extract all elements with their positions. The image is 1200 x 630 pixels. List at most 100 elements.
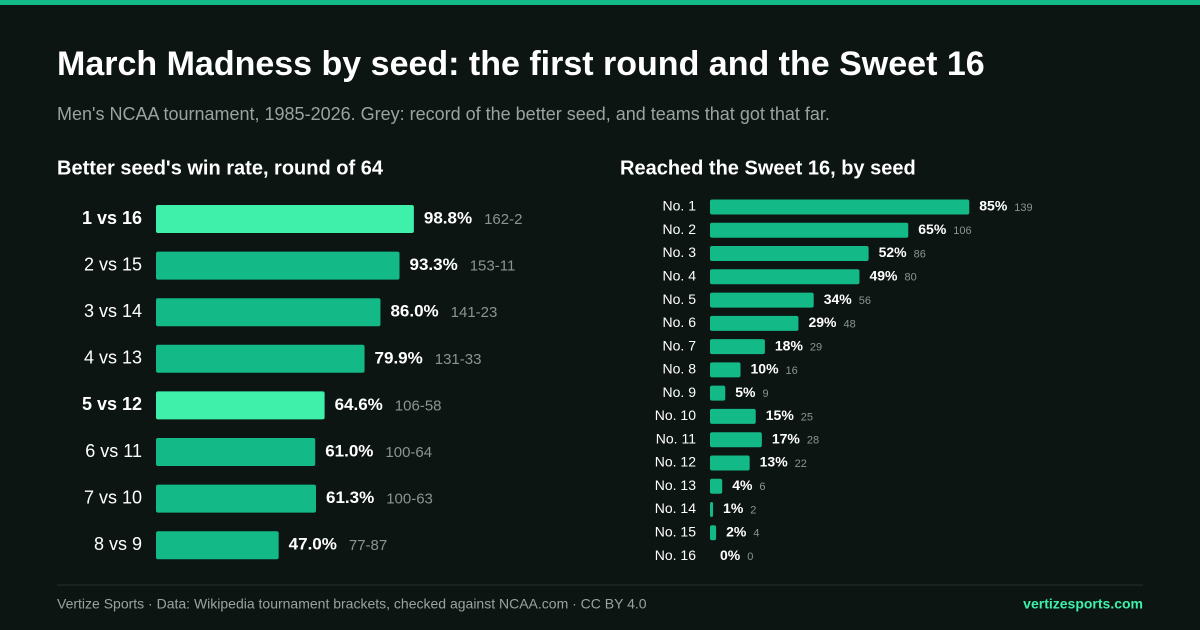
category-label: No. 4 <box>663 268 697 284</box>
bar <box>710 199 970 215</box>
bar <box>710 385 726 401</box>
value-label: 15% <box>766 407 795 423</box>
value-label: 85% <box>979 198 1008 214</box>
count-label: 80 <box>904 272 916 284</box>
category-label: No. 9 <box>663 384 697 400</box>
count-label: 6 <box>759 481 765 493</box>
bar <box>710 455 750 471</box>
category-label: 1 vs 16 <box>82 208 142 228</box>
count-label: 22 <box>795 458 807 470</box>
value-label: 10% <box>751 361 780 377</box>
record-label: 153-11 <box>470 258 516 275</box>
category-label: No. 5 <box>663 291 697 307</box>
category-label: No. 10 <box>655 407 696 423</box>
value-label: 2% <box>726 523 747 539</box>
category-label: 5 vs 12 <box>82 394 142 414</box>
bar <box>156 391 325 420</box>
chart-title: Better seed's win rate, round of 64 <box>57 157 384 179</box>
value-label: 86.0% <box>390 302 438 321</box>
top-accent <box>0 0 1200 5</box>
value-label: 47.0% <box>289 535 337 554</box>
value-label: 1% <box>723 500 744 516</box>
value-label: 0% <box>720 547 741 563</box>
value-label: 5% <box>735 384 756 400</box>
count-label: 139 <box>1014 202 1032 214</box>
footer-site[interactable]: vertizesports.com <box>1023 596 1143 612</box>
bar <box>156 251 400 280</box>
value-label: 13% <box>760 454 789 470</box>
record-label: 106-58 <box>395 397 442 414</box>
chart-title: Reached the Sweet 16, by seed <box>620 157 916 179</box>
category-label: No. 11 <box>656 430 696 446</box>
category-label: No. 14 <box>655 500 696 516</box>
count-label: 25 <box>801 411 813 423</box>
record-label: 131-33 <box>435 351 482 368</box>
bar <box>156 344 365 373</box>
bar <box>710 432 762 448</box>
record-label: 100-64 <box>385 444 432 461</box>
value-label: 49% <box>869 268 898 284</box>
count-label: 29 <box>810 342 822 354</box>
value-label: 18% <box>775 337 804 353</box>
bar <box>710 292 814 308</box>
category-label: 8 vs 9 <box>94 534 142 554</box>
subtitle: Men's NCAA tournament, 1985-2026. Grey: … <box>57 104 830 124</box>
category-label: No. 1 <box>663 198 697 214</box>
category-label: No. 2 <box>663 221 697 237</box>
bar <box>710 339 765 355</box>
category-label: No. 15 <box>655 523 696 539</box>
count-label: 106 <box>953 225 971 237</box>
record-label: 77-87 <box>349 537 387 554</box>
count-label: 0 <box>747 551 753 563</box>
bar <box>710 502 714 518</box>
count-label: 48 <box>843 318 855 330</box>
value-label: 93.3% <box>410 255 458 274</box>
category-label: 4 vs 13 <box>84 348 142 368</box>
value-label: 29% <box>808 314 837 330</box>
value-label: 52% <box>879 244 908 260</box>
title: March Madness by seed: the first round a… <box>57 45 985 83</box>
count-label: 86 <box>914 248 926 260</box>
category-label: No. 3 <box>663 244 697 260</box>
value-label: 98.8% <box>424 208 472 227</box>
record-label: 162-2 <box>484 211 522 228</box>
bar <box>710 246 869 262</box>
value-label: 61.3% <box>326 488 374 507</box>
bar <box>156 438 316 466</box>
bar <box>710 478 723 494</box>
bar <box>710 222 909 238</box>
bar <box>156 205 414 233</box>
value-label: 34% <box>824 291 853 307</box>
bar <box>710 408 756 424</box>
count-label: 28 <box>807 435 819 447</box>
category-label: No. 7 <box>663 337 697 353</box>
category-label: No. 12 <box>655 454 696 470</box>
record-label: 100-63 <box>386 491 433 508</box>
bar <box>710 269 860 285</box>
count-label: 9 <box>762 388 768 400</box>
value-label: 79.9% <box>375 348 423 367</box>
count-label: 2 <box>750 504 756 516</box>
bar <box>156 531 279 560</box>
category-label: 2 vs 15 <box>84 254 142 274</box>
category-label: No. 16 <box>655 547 696 563</box>
record-label: 141-23 <box>451 304 498 321</box>
bar <box>710 525 717 541</box>
category-label: No. 6 <box>663 314 697 330</box>
value-label: 61.0% <box>325 441 373 460</box>
bar <box>156 484 316 513</box>
count-label: 4 <box>753 528 759 540</box>
count-label: 16 <box>786 365 798 377</box>
bar <box>156 298 381 327</box>
value-label: 65% <box>918 221 947 237</box>
category-label: 6 vs 11 <box>85 441 142 461</box>
value-label: 64.6% <box>335 395 383 414</box>
count-label: 56 <box>859 295 871 307</box>
bar <box>710 362 741 378</box>
footer-source: Vertize Sports · Data: Wikipedia tournam… <box>57 596 647 612</box>
category-label: No. 13 <box>655 477 696 493</box>
value-label: 4% <box>732 477 753 493</box>
category-label: 3 vs 14 <box>84 301 142 321</box>
